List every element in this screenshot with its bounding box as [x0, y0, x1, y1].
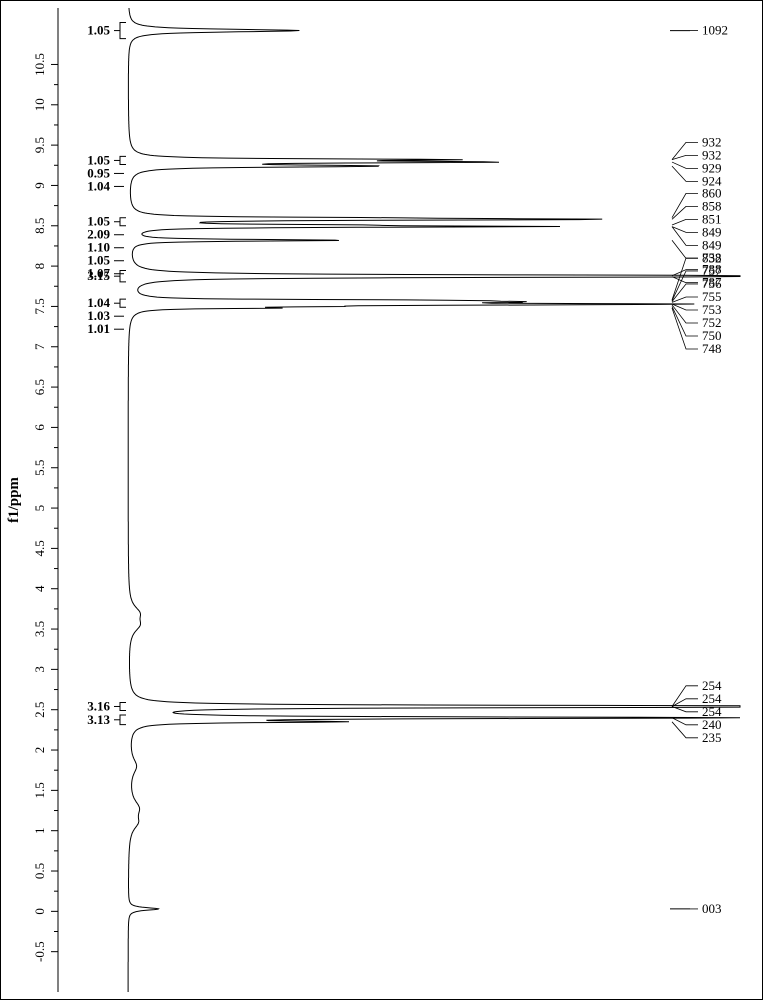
- integral-value: 3.13: [87, 712, 110, 727]
- peak-label: 003: [702, 901, 722, 916]
- axis-tick-label: 0.5: [32, 863, 47, 879]
- integral-value: 1.01: [87, 321, 110, 336]
- nmr-spectrum-chart: 10.5109.598.587.576.565.554.543.532.521.…: [0, 0, 763, 1000]
- axis-tick-label: 8.5: [32, 218, 47, 234]
- axis-tick-label: -0.5: [32, 941, 47, 962]
- axis-tick-label: 7.5: [32, 298, 47, 314]
- axis-tick-label: 2.5: [32, 702, 47, 718]
- axis-tick-label: 1: [32, 827, 47, 834]
- axis-title: f1/ppm: [6, 477, 22, 523]
- axis-tick-label: 6: [32, 424, 47, 431]
- axis-tick-label: 10.5: [32, 53, 47, 76]
- spectrum-trace: [128, 8, 740, 992]
- axis-tick-label: 1.5: [32, 782, 47, 798]
- axis-tick-label: 9: [32, 182, 47, 189]
- axis-tick-label: 6.5: [32, 379, 47, 395]
- integral-value: 1.05: [87, 23, 110, 38]
- axis-tick-label: 8: [32, 263, 47, 270]
- axis-tick-label: 3.5: [32, 621, 47, 637]
- axis-tick-label: 2: [32, 747, 47, 754]
- axis-tick-label: 10: [32, 98, 47, 111]
- axis-tick-label: 4: [32, 585, 47, 592]
- axis-tick-label: 5: [32, 505, 47, 512]
- integral-value: 1.04: [87, 178, 110, 193]
- axis-tick-label: 9.5: [32, 137, 47, 153]
- axis-tick-label: 4.5: [32, 540, 47, 556]
- axis-tick-label: 0: [32, 908, 47, 915]
- peak-label: 235: [702, 730, 722, 745]
- axis-tick-label: 3: [32, 666, 47, 673]
- axis-tick-label: 5.5: [32, 460, 47, 476]
- peak-label: 748: [702, 341, 722, 356]
- axis-tick-label: 7: [32, 343, 47, 350]
- integral-value: 3.15: [87, 268, 110, 283]
- peak-label: 1092: [702, 23, 728, 38]
